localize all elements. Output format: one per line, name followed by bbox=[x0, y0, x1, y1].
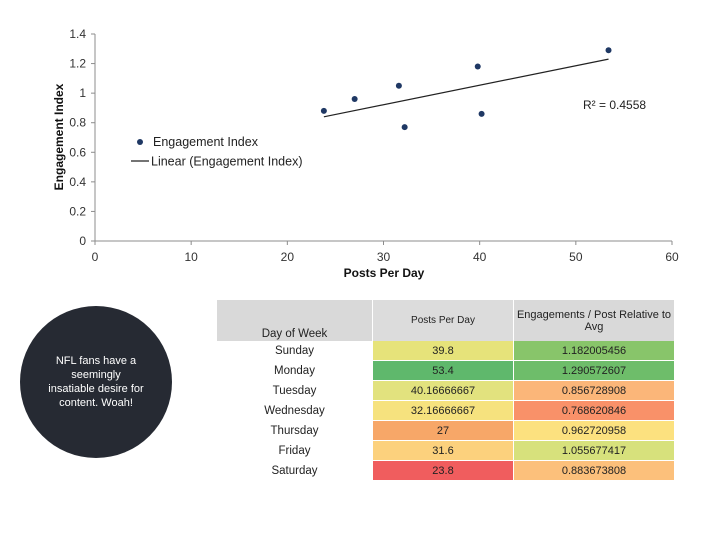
callout-text: NFL fans have a seemingly insatiable des… bbox=[48, 355, 144, 409]
data-point bbox=[478, 110, 485, 117]
data-point bbox=[474, 63, 481, 70]
x-tick-label: 40 bbox=[473, 250, 487, 264]
table-row: Monday 53.4 1.290572607 bbox=[217, 360, 674, 381]
y-tick-label: 1.4 bbox=[69, 27, 86, 41]
table-row: Wednesday 32.16666667 0.768620846 bbox=[217, 400, 674, 421]
x-tick-label: 0 bbox=[92, 250, 99, 264]
posts-per-day-cell: 23.8 bbox=[372, 460, 514, 481]
posts-per-day-cell: 39.8 bbox=[372, 341, 514, 361]
y-tick-label: 0.2 bbox=[69, 204, 86, 218]
day-cell: Tuesday bbox=[217, 380, 373, 401]
y-tick-label: 0.4 bbox=[69, 175, 86, 189]
engagement-cell: 1.055677417 bbox=[513, 440, 674, 461]
data-point bbox=[320, 107, 327, 114]
x-tick-label: 20 bbox=[281, 250, 295, 264]
y-tick-label: 1 bbox=[79, 86, 86, 100]
posts-per-day-cell: 40.16666667 bbox=[372, 380, 514, 401]
x-tick-label: 60 bbox=[665, 250, 679, 264]
engagement-cell: 0.962720958 bbox=[513, 420, 674, 441]
posts-per-day-cell: 31.6 bbox=[372, 440, 514, 461]
day-cell: Sunday bbox=[217, 341, 373, 361]
x-tick-label: 30 bbox=[377, 250, 391, 264]
data-point bbox=[401, 124, 408, 131]
linear-trendline bbox=[323, 58, 609, 118]
table-row: Saturday 23.8 0.883673808 bbox=[217, 460, 674, 481]
scatter-chart: 0 0.2 0.4 0.6 0.8 1 1.2 1.4 0 10 20 30 40 50 60 R² = … bbox=[52, 27, 679, 280]
data-point bbox=[351, 96, 358, 103]
header-day-of-week: Day of Week bbox=[217, 300, 373, 341]
r-squared-label: R² = 0.4558 bbox=[583, 98, 646, 112]
legend-label-trendline: Linear (Engagement Index) bbox=[151, 155, 302, 169]
engagement-cell: 1.290572607 bbox=[513, 360, 674, 381]
data-point bbox=[395, 82, 402, 89]
posts-per-day-cell: 53.4 bbox=[372, 360, 514, 381]
engagement-cell: 0.768620846 bbox=[513, 400, 674, 421]
x-axis-ticks: 0 10 20 30 40 50 60 bbox=[92, 241, 679, 264]
engagement-cell: 0.856728908 bbox=[513, 380, 674, 401]
data-point bbox=[605, 47, 612, 54]
posts-per-day-cell: 32.16666667 bbox=[372, 400, 514, 421]
table-row: Sunday 39.8 1.182005456 bbox=[217, 341, 674, 361]
y-axis-ticks: 0 0.2 0.4 0.6 0.8 1 1.2 1.4 bbox=[69, 27, 95, 248]
day-cell: Friday bbox=[217, 440, 373, 461]
day-cell: Monday bbox=[217, 360, 373, 381]
table-row: Thursday 27 0.962720958 bbox=[217, 420, 674, 441]
engagement-cell: 1.182005456 bbox=[513, 341, 674, 361]
x-tick-label: 50 bbox=[569, 250, 583, 264]
table-row: Friday 31.6 1.055677417 bbox=[217, 440, 674, 461]
x-tick-label: 10 bbox=[184, 250, 198, 264]
y-tick-label: 1.2 bbox=[69, 57, 86, 71]
day-cell: Thursday bbox=[217, 420, 373, 441]
table-body: Sunday 39.8 1.182005456 Monday 53.4 1.2905726… bbox=[217, 341, 674, 481]
header-posts-per-day: Posts Per Day bbox=[372, 300, 514, 341]
engagement-cell: 0.883673808 bbox=[513, 460, 674, 481]
legend-marker-icon bbox=[137, 139, 143, 145]
y-axis-title: Engagement Index bbox=[52, 83, 66, 190]
day-cell: Wednesday bbox=[217, 400, 373, 421]
data-points bbox=[320, 47, 612, 131]
legend: Engagement Index Linear (Engagement Inde… bbox=[131, 135, 302, 169]
legend-label-series: Engagement Index bbox=[153, 135, 259, 149]
posts-per-day-cell: 27 bbox=[372, 420, 514, 441]
table-row: Tuesday 40.16666667 0.856728908 bbox=[217, 380, 674, 401]
header-engagements-per-post: Engagements / Post Relative to Avg bbox=[513, 300, 674, 341]
x-axis-title: Posts Per Day bbox=[344, 266, 425, 280]
callout-circle: NFL fans have a seemingly insatiable des… bbox=[20, 306, 172, 458]
y-tick-label: 0.8 bbox=[69, 116, 86, 130]
y-tick-label: 0 bbox=[79, 234, 86, 248]
day-of-week-table: Day of Week Posts Per Day Engagements / … bbox=[217, 300, 674, 481]
table-header-row: Day of Week Posts Per Day Engagements / … bbox=[217, 300, 674, 341]
y-tick-label: 0.6 bbox=[69, 145, 86, 159]
day-cell: Saturday bbox=[217, 460, 373, 481]
